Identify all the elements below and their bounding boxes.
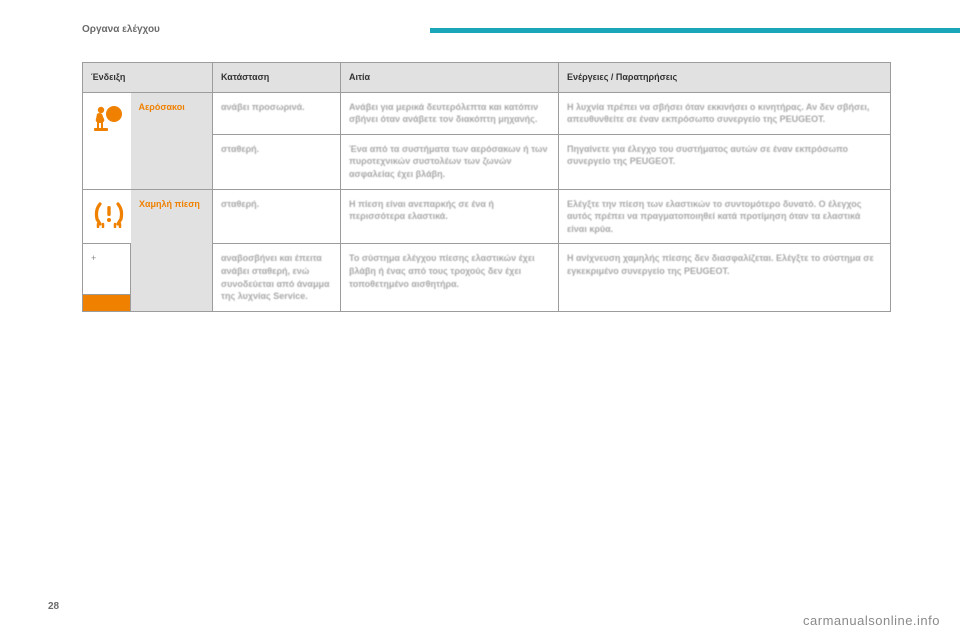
cause-cell: Το σύστημα ελέγχου πίεσης ελαστικών έχει… — [341, 244, 559, 311]
col-status: Κατάσταση — [213, 63, 341, 93]
airbag-icon — [91, 103, 123, 131]
status-cell: σταθερή. — [213, 134, 341, 189]
source-watermark: carmanualsonline.info — [803, 613, 940, 628]
tpms-icon-cell — [83, 189, 131, 244]
actions-cell: Η λυχνία πρέπει να σβήσει όταν εκκινήσει… — [559, 92, 891, 134]
page-number: 28 — [48, 601, 59, 612]
actions-cell: Ελέγξτε την πίεση των ελαστικών το συντο… — [559, 189, 891, 244]
indicator-label: Αερόσακοι — [131, 92, 213, 189]
tire-pressure-icon — [91, 200, 123, 228]
cause-cell: Ένα από τα συστήματα των αερόσακων ή των… — [341, 134, 559, 189]
service-lamp-icon — [83, 294, 131, 311]
indicator-label: Χαμηλή πίεση — [131, 189, 213, 311]
col-cause: Αιτία — [341, 63, 559, 93]
table-row: Χαμηλή πίεση σταθερή. Η πίεση είναι ανεπ… — [83, 189, 891, 244]
status-cell: ανάβει προσωρινά. — [213, 92, 341, 134]
header-accent-bar — [430, 28, 960, 33]
cause-cell: Ανάβει για μερικά δευτερόλεπτα και κατόπ… — [341, 92, 559, 134]
status-cell: σταθερή. — [213, 189, 341, 244]
status-cell: αναβοσβήνει και έπειτα ανάβει σταθερή, ε… — [213, 244, 341, 311]
actions-cell: Πηγαίνετε για έλεγχο του συστήματος αυτώ… — [559, 134, 891, 189]
col-indicator: Ένδειξη — [83, 63, 213, 93]
section-title: Οργανα ελέγχου — [82, 24, 160, 35]
plus-icon: + — [83, 244, 131, 294]
table-row: Αερόσακοι ανάβει προσωρινά. Ανάβει για μ… — [83, 92, 891, 134]
cause-cell: Η πίεση είναι ανεπαρκής σε ένα ή περισσό… — [341, 189, 559, 244]
warning-lights-table: Ένδειξη Κατάσταση Αιτία Ενέργειες / Παρα… — [82, 62, 891, 312]
table-header-row: Ένδειξη Κατάσταση Αιτία Ενέργειες / Παρα… — [83, 63, 891, 93]
col-actions: Ενέργειες / Παρατηρήσεις — [559, 63, 891, 93]
actions-cell: Η ανίχνευση χαμηλής πίεσης δεν διασφαλίζ… — [559, 244, 891, 311]
airbag-icon-cell — [83, 92, 131, 189]
